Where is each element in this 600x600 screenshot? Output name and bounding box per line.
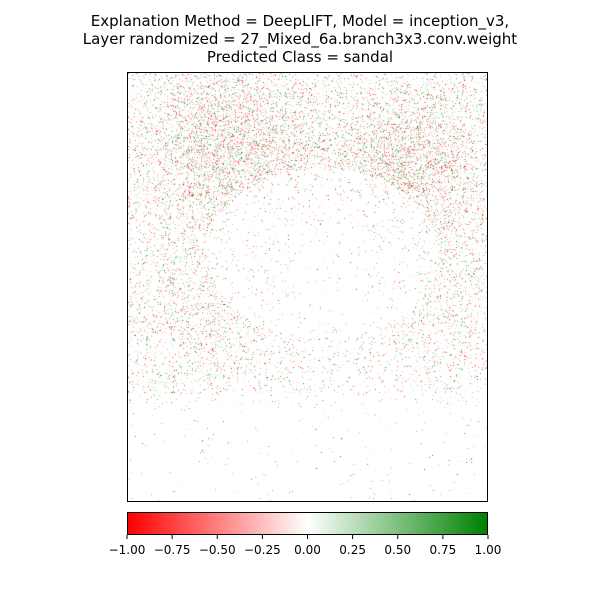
colorbar-tick-label: 0.00 [294,543,321,557]
colorbar-tick-label: 0.50 [384,543,411,557]
colorbar-tick-label: 0.25 [339,543,366,557]
colorbar-tick-label: 1.00 [475,543,502,557]
colorbar-tick-label: −0.25 [244,543,281,557]
title-line-2: Layer randomized = 27_Mixed_6a.branch3x3… [82,30,518,48]
heatmap-canvas [128,73,487,501]
colorbar-tick-label: −0.75 [154,543,191,557]
attribution-heatmap [127,72,488,502]
title-line-3: Predicted Class = sandal [206,48,394,66]
colorbar-tick-label: 0.75 [430,543,457,557]
title-line-1: Explanation Method = DeepLIFT, Model = i… [90,12,510,30]
colorbar [127,512,488,535]
colorbar-tick-label: −0.50 [199,543,236,557]
colorbar-tick-label: −1.00 [109,543,146,557]
chart-title: Explanation Method = DeepLIFT, Model = i… [0,12,600,66]
